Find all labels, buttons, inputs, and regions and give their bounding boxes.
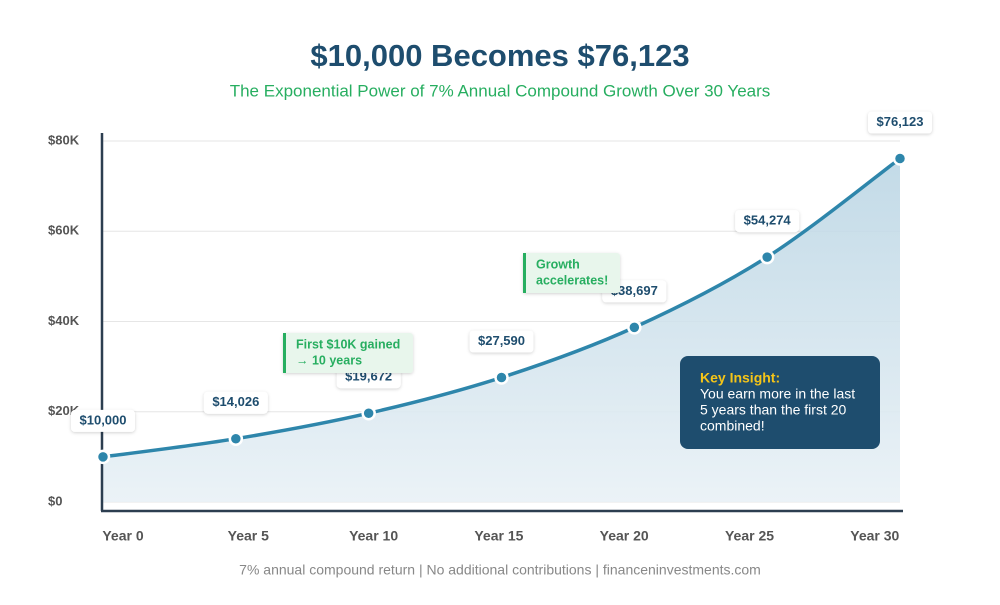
x-tick-label: Year 15 xyxy=(474,528,523,544)
x-tick-label: Year 10 xyxy=(349,528,398,544)
value-label: $76,123 xyxy=(877,114,924,129)
insight-text: You earn more in the last xyxy=(700,386,855,402)
value-label: $27,590 xyxy=(478,333,525,348)
data-point xyxy=(361,405,376,421)
data-point xyxy=(228,431,244,446)
y-tick-label: $60K xyxy=(48,223,80,238)
y-tick-label: $0 xyxy=(48,493,62,508)
data-point xyxy=(627,320,642,335)
annotation-text: → 10 years xyxy=(296,353,362,367)
data-point xyxy=(95,449,111,465)
y-tick-label: $40K xyxy=(48,313,80,328)
insight-text: combined! xyxy=(700,418,765,434)
area xyxy=(103,158,900,502)
chart-subtitle: The Exponential Power of 7% Annual Compo… xyxy=(230,81,771,100)
annotation-accent xyxy=(283,333,286,373)
insight-title: Key Insight: xyxy=(700,370,780,386)
insight-text: 5 years than the first 20 xyxy=(700,402,847,418)
value-label-box xyxy=(203,391,268,414)
value-label: $54,274 xyxy=(744,213,792,228)
value-label: $38,697 xyxy=(611,283,658,298)
x-tick-label: Year 20 xyxy=(600,528,649,544)
value-label: $10,000 xyxy=(80,412,127,427)
y-tick-label: $80K xyxy=(48,132,80,147)
value-label-box xyxy=(71,409,135,432)
value-label-box xyxy=(735,210,800,233)
chart-title: $10,000 Becomes $76,123 xyxy=(310,38,689,73)
x-tick-label: Year 5 xyxy=(228,528,269,544)
annotation-text: First $10K gained xyxy=(296,337,400,351)
annotation-box xyxy=(523,253,620,293)
data-point xyxy=(759,249,775,265)
data-point xyxy=(892,151,908,166)
value-label-box xyxy=(469,330,534,353)
annotation-text: accelerates! xyxy=(536,273,608,287)
data-point xyxy=(494,370,509,385)
insight-box xyxy=(680,356,880,449)
annotation-box xyxy=(283,333,413,373)
annotation-accent xyxy=(523,253,526,293)
value-label: $14,026 xyxy=(212,394,259,409)
footer: 7% annual compound return | No additiona… xyxy=(239,562,761,578)
x-tick-label: Year 30 xyxy=(850,528,899,544)
value-label-box xyxy=(868,111,932,134)
x-tick-label: Year 0 xyxy=(102,528,143,544)
annotation-text: Growth xyxy=(536,257,580,271)
x-tick-label: Year 25 xyxy=(725,528,774,544)
